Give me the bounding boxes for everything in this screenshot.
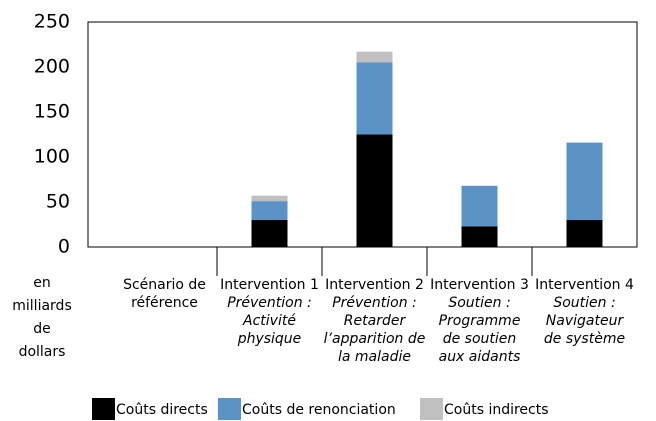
bar-segment <box>461 185 498 227</box>
bar-segment <box>251 201 288 220</box>
x-tick-sublabel: Prévention : <box>227 295 312 311</box>
x-tick-sublabel: la maladie <box>338 349 411 365</box>
y-axis-label: milliards <box>12 298 71 314</box>
x-tick-label: Intervention 2 <box>325 277 424 293</box>
x-tick-sublabel: Navigateur <box>546 313 625 329</box>
x-tick-label: référence <box>131 295 198 311</box>
x-tick-sublabel: Activité <box>242 313 296 329</box>
legend-label: Coûts directs <box>116 402 208 418</box>
legend-swatch <box>218 398 241 420</box>
y-axis-label: de <box>33 321 51 337</box>
x-tick-sublabel: de système <box>544 331 625 347</box>
legend-swatch <box>92 398 115 420</box>
bar-segment <box>251 220 288 247</box>
y-tick-label: 50 <box>46 191 70 213</box>
y-tick-label: 150 <box>34 101 70 123</box>
legend-swatch <box>420 398 443 420</box>
x-tick-sublabel: aux aidants <box>439 349 521 365</box>
bar-segment <box>461 226 498 247</box>
y-axis-label: en <box>33 275 51 291</box>
y-tick-label: 0 <box>58 236 70 258</box>
y-tick-label: 100 <box>34 146 70 168</box>
x-tick-label: Intervention 1 <box>220 277 319 293</box>
x-tick-sublabel: de soutien <box>443 331 517 347</box>
x-tick-label: Intervention 4 <box>535 277 634 293</box>
x-tick-sublabel: l’apparition de <box>324 331 426 347</box>
bar-segment <box>251 195 288 202</box>
bar-segment <box>566 142 603 220</box>
x-tick-label: Intervention 3 <box>430 277 529 293</box>
x-tick-sublabel: Retarder <box>344 313 407 329</box>
bar-segment <box>356 134 393 247</box>
x-tick-sublabel: Prévention : <box>332 295 417 311</box>
legend-label: Coûts indirects <box>444 402 549 418</box>
legend-label: Coûts de renonciation <box>242 402 396 418</box>
bar-segment <box>566 220 603 247</box>
bar-segment <box>356 51 393 63</box>
bar-segment <box>356 62 393 135</box>
x-tick-sublabel: Soutien : <box>448 295 510 311</box>
y-axis-label: dollars <box>19 344 66 360</box>
x-tick-sublabel: Soutien : <box>553 295 615 311</box>
x-tick-label: Scénario de <box>123 277 206 293</box>
x-tick-sublabel: Programme <box>439 313 521 329</box>
x-tick-sublabel: physique <box>237 331 302 347</box>
y-tick-label: 250 <box>34 11 70 33</box>
y-tick-label: 200 <box>34 56 70 78</box>
